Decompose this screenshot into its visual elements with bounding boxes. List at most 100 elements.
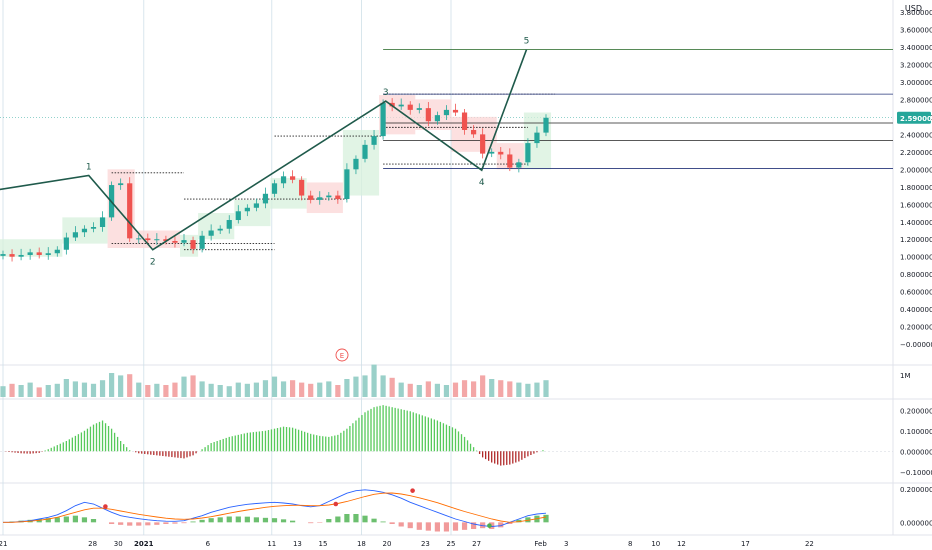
oscillator-pane <box>0 405 893 466</box>
volume-bar <box>398 382 404 397</box>
volume-bar <box>353 376 359 397</box>
candle-body <box>217 228 223 231</box>
time-tick-label: 27 <box>472 540 481 548</box>
candle-body <box>154 239 160 241</box>
volume-bar <box>244 383 250 397</box>
macd-histogram-bar <box>507 522 513 524</box>
macd-tick-label: 0.000000 <box>900 519 932 527</box>
candle-body <box>27 252 33 255</box>
candle-body <box>489 151 495 154</box>
oscillator-tick-label: −0.100000 <box>900 469 932 477</box>
volume-bar <box>380 375 386 397</box>
macd-histogram-bar <box>81 517 88 523</box>
volume-pane <box>0 364 549 397</box>
macd-histogram-bar <box>516 519 522 523</box>
volume-bar <box>72 381 78 397</box>
volume-bar <box>253 382 259 397</box>
macd-histogram-bar <box>389 522 395 524</box>
time-tick-label: 12 <box>677 540 686 548</box>
candle-body <box>516 162 522 168</box>
volume-bar <box>54 383 60 397</box>
macd-histogram-bar <box>326 519 332 523</box>
volume-bar <box>45 385 51 397</box>
signal-line <box>3 492 547 523</box>
volume-bar <box>99 380 106 397</box>
macd-histogram-bar <box>525 517 531 523</box>
events-badge-label: E <box>340 352 344 360</box>
candlestick-series <box>0 98 549 262</box>
volume-bar <box>9 383 15 397</box>
candle-body <box>290 176 296 180</box>
volume-bar <box>317 382 323 397</box>
time-tick-label: 13 <box>293 540 302 548</box>
candle-body <box>280 176 287 184</box>
macd-histogram-bar <box>90 519 97 523</box>
volume-bar <box>262 380 269 397</box>
macd-histogram-bar <box>72 515 78 523</box>
price-tick-label: 2.000000 <box>900 166 932 174</box>
macd-histogram-bar <box>471 522 477 529</box>
chart-grid <box>0 0 932 536</box>
volume-bar <box>534 382 540 397</box>
volume-bar <box>335 385 341 397</box>
cross-marker <box>333 501 339 507</box>
price-tick-label: 0.400000 <box>900 306 932 314</box>
candle-body <box>299 179 305 196</box>
volume-bar <box>90 383 97 397</box>
macd-histogram-bar <box>407 522 413 529</box>
candle-body <box>480 134 486 154</box>
macd-histogram-bar <box>443 522 450 532</box>
candle-body <box>253 203 259 208</box>
volume-bar <box>226 386 232 397</box>
macd-histogram-bar <box>371 518 377 523</box>
cross-marker <box>103 504 108 509</box>
candle-body <box>416 108 422 110</box>
volume-bar <box>181 376 187 397</box>
volume-bar <box>81 382 88 397</box>
volume-bar <box>308 383 314 397</box>
candle-body <box>471 129 477 135</box>
time-tick-label: 28 <box>88 540 97 548</box>
candle-body <box>344 169 350 200</box>
volume-bar <box>425 381 431 397</box>
volume-bar <box>471 381 477 397</box>
candle-body <box>190 240 196 249</box>
volume-bar <box>543 380 549 397</box>
candle-body <box>181 240 187 243</box>
events-badge[interactable]: E <box>335 348 349 362</box>
volume-bar <box>127 374 133 397</box>
wave-label: 1 <box>86 162 92 172</box>
volume-bar <box>498 380 504 397</box>
volume-bar <box>280 381 287 397</box>
price-tick-label: 3.800000 <box>900 9 932 17</box>
candle-body <box>362 144 368 159</box>
candle-body <box>335 195 341 200</box>
macd-histogram-bar <box>109 522 115 524</box>
volume-bar <box>235 382 241 397</box>
wave-line <box>0 49 528 251</box>
candle-body <box>371 136 377 145</box>
candle-body <box>199 235 205 249</box>
volume-bar <box>145 385 151 397</box>
macd-histogram-bar <box>235 516 241 523</box>
macd-histogram-bar <box>498 522 504 528</box>
volume-bar <box>27 382 33 397</box>
wave-label: 3 <box>383 88 389 98</box>
candle-body <box>507 154 513 168</box>
cross-marker <box>487 523 492 528</box>
volume-axis-label: 1M <box>900 372 911 380</box>
volume-bar <box>199 381 205 397</box>
candle-body <box>271 183 278 194</box>
last-price-value: 2.590000 <box>900 115 932 123</box>
volume-bar <box>217 385 223 397</box>
macd-histogram-bar <box>290 520 296 523</box>
price-tick-label: 2.800000 <box>900 96 932 104</box>
time-tick-label: 21 <box>0 540 7 548</box>
candle-body <box>90 227 97 229</box>
volume-bar <box>208 383 214 397</box>
oscillator-tick-label: 0.000000 <box>900 448 932 456</box>
macd-histogram-bar <box>217 517 223 523</box>
time-tick-label: 3 <box>564 540 568 548</box>
macd-line <box>3 489 547 527</box>
